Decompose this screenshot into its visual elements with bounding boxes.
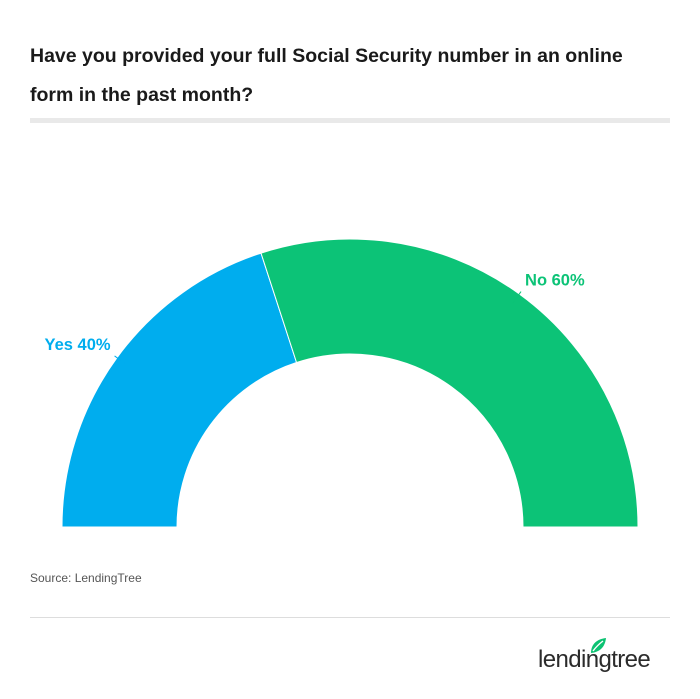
chart-title: Have you provided your full Social Secur… bbox=[30, 45, 623, 106]
lendingtree-logo: lendingtree bbox=[538, 636, 670, 680]
leader-line-yes bbox=[114, 355, 128, 366]
footer-divider bbox=[30, 617, 670, 618]
slice-label-no: No 60% bbox=[525, 272, 585, 290]
slices-layer bbox=[61, 238, 639, 528]
leaf-icon bbox=[591, 638, 606, 653]
source-note: Source: LendingTree bbox=[30, 571, 142, 585]
slice-label-yes: Yes 40% bbox=[45, 336, 111, 354]
semi-donut-chart: Yes 40% No 60% bbox=[45, 238, 639, 528]
logo-wordmark: lendingtree bbox=[538, 646, 651, 673]
slice-no bbox=[260, 238, 639, 528]
leader-line-no bbox=[511, 291, 522, 305]
slice-labels-layer: Yes 40% No 60% bbox=[45, 272, 585, 354]
title-divider bbox=[30, 118, 670, 123]
slice-yes bbox=[61, 252, 298, 528]
leader-lines-layer bbox=[114, 291, 522, 366]
